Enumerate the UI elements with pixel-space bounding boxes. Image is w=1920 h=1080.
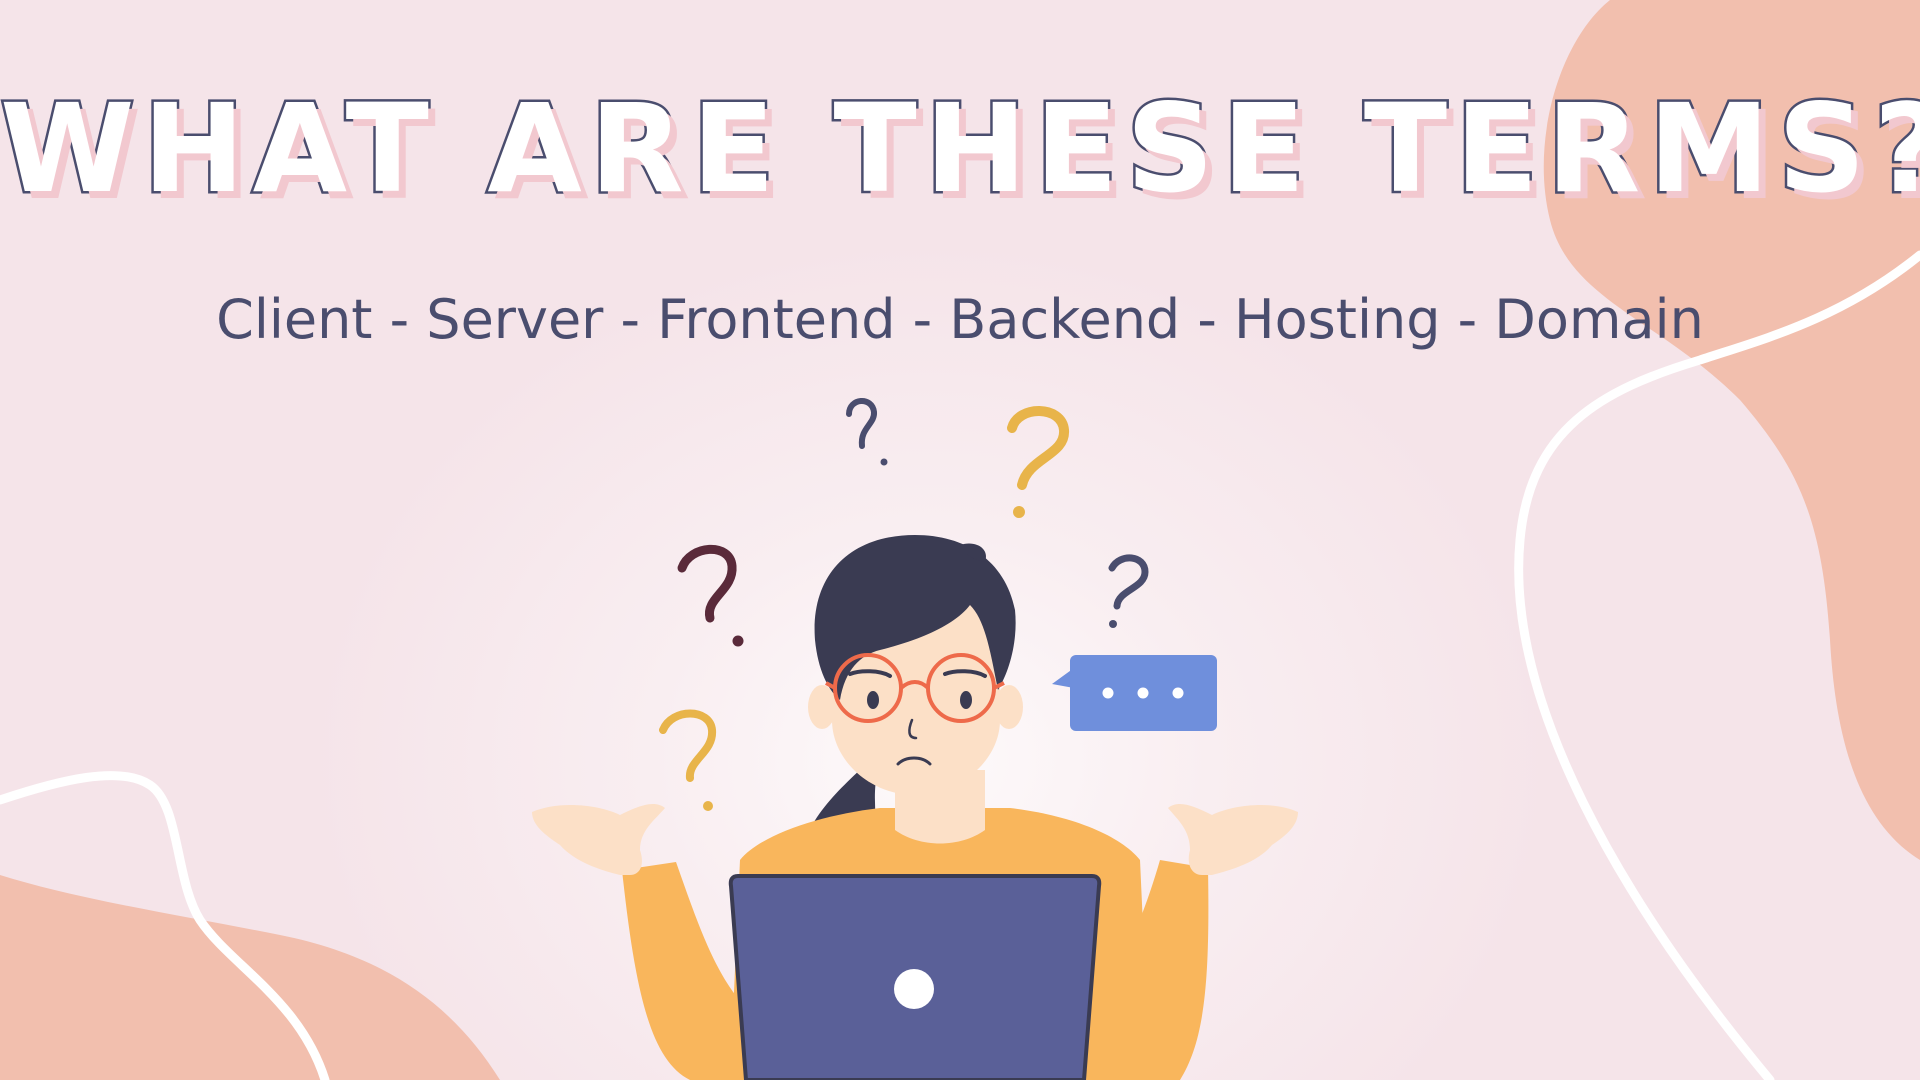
top-right-blob	[1543, 0, 1920, 860]
hair-bun	[960, 543, 986, 562]
bottom-left-curve	[0, 771, 330, 1080]
question-mark-icon	[677, 544, 744, 647]
top-right-curve	[1514, 250, 1920, 1080]
question-mark-icon	[659, 709, 717, 811]
left-hand	[532, 804, 665, 875]
page-title: WHAT ARE THESE TERMS?	[0, 76, 1920, 223]
right-arm	[1089, 860, 1209, 1080]
speech-bubble-ellipsis-icon	[1052, 655, 1217, 731]
question-mark-icon	[1108, 554, 1149, 628]
nose	[908, 718, 918, 740]
left-ear	[808, 685, 836, 729]
page-subtitle: Client - Server - Frontend - Backend - H…	[216, 288, 1704, 351]
eyes	[848, 669, 987, 709]
mouth	[896, 756, 932, 766]
glasses	[825, 653, 1005, 723]
question-mark-icon	[1007, 406, 1069, 518]
right-ear	[995, 685, 1023, 729]
laptop	[728, 874, 1102, 1080]
hair	[814, 535, 1016, 700]
question-mark-icon	[846, 398, 888, 466]
laptop-logo-icon	[894, 969, 934, 1009]
right-hand	[1168, 804, 1298, 875]
left-arm	[622, 862, 764, 1080]
